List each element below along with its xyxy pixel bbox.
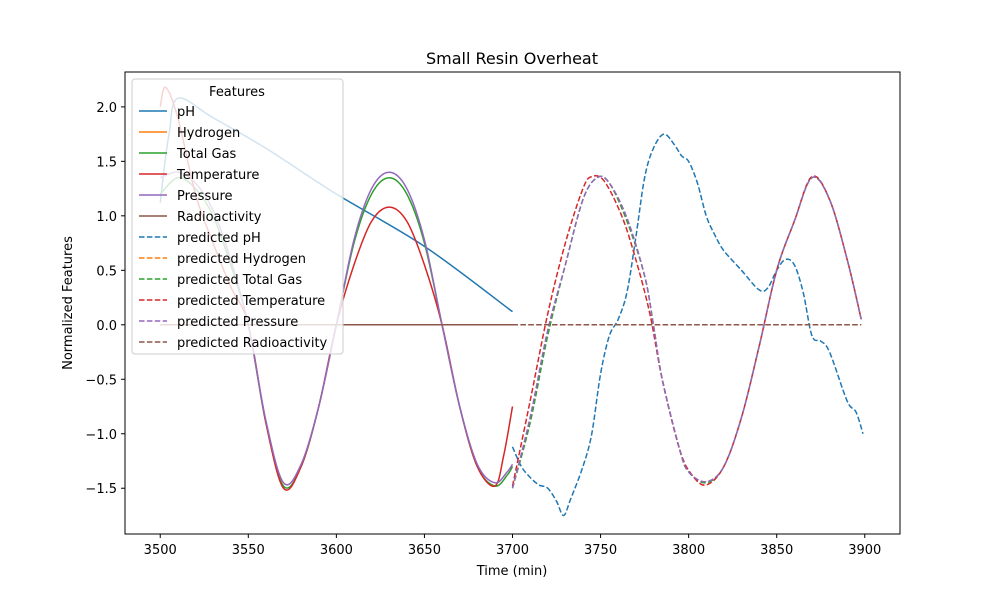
- x-tick-label: 3600: [320, 543, 353, 558]
- legend-label-ph: pH: [177, 105, 195, 120]
- series-line-predicted-temperature: [511, 174, 862, 487]
- y-tick-label: 1.5: [96, 155, 117, 170]
- x-tick-label: 3900: [848, 543, 881, 558]
- series-line-predicted-pressure: [511, 175, 862, 489]
- legend-label-predicted-hydrogen: predicted Hydrogen: [177, 252, 306, 267]
- y-axis: −1.5 −1.0 −0.5 0.0 0.5 1.0 1.5 2.0: [85, 101, 125, 497]
- y-tick-label: −1.5: [85, 482, 117, 497]
- legend-label-temperature: Temperature: [176, 168, 259, 183]
- legend-items: pH Hydrogen Total Gas Temperature Pressure Ra…: [139, 105, 328, 351]
- chart-title: Small Resin Overheat: [426, 49, 598, 68]
- legend-label-total-gas: Total Gas: [176, 147, 237, 162]
- x-tick-label: 3550: [232, 543, 265, 558]
- x-tick-label: 3800: [672, 543, 705, 558]
- legend-label-radioactivity: Radioactivity: [177, 210, 262, 225]
- legend-label-pressure: Pressure: [177, 189, 233, 204]
- legend-label-predicted-temperature: predicted Temperature: [177, 294, 325, 309]
- y-tick-label: 2.0: [96, 101, 117, 116]
- legend-label-predicted-total-gas: predicted Total Gas: [177, 273, 302, 288]
- y-axis-label: Normalized Features: [61, 236, 76, 370]
- x-tick-label: 3750: [584, 543, 617, 558]
- y-tick-label: 0.0: [96, 319, 117, 334]
- x-tick-label: 3650: [408, 543, 441, 558]
- legend-title: Features: [209, 85, 265, 100]
- legend-label-predicted-radioactivity: predicted Radioactivity: [177, 336, 328, 351]
- legend-box: [131, 78, 344, 355]
- legend: Features pH Hydrogen Total Gas Temperature P…: [131, 78, 344, 355]
- y-tick-label: −1.0: [85, 428, 117, 443]
- y-tick-label: −0.5: [85, 373, 117, 388]
- legend-label-predicted-pressure: predicted Pressure: [177, 315, 298, 330]
- legend-label-predicted-ph: predicted pH: [177, 231, 261, 246]
- x-axis: 3500 3550 3600 3650 3700 3750 3800 3850 3900: [144, 534, 881, 558]
- x-axis-label: Time (min): [476, 564, 548, 579]
- x-tick-label: 3500: [144, 543, 177, 558]
- x-tick-label: 3850: [760, 543, 793, 558]
- y-tick-label: 1.0: [96, 210, 117, 225]
- x-tick-label: 3700: [496, 543, 529, 558]
- series-line-predicted-ph: [511, 133, 864, 517]
- y-tick-label: 0.5: [96, 264, 117, 279]
- legend-label-hydrogen: Hydrogen: [177, 126, 240, 141]
